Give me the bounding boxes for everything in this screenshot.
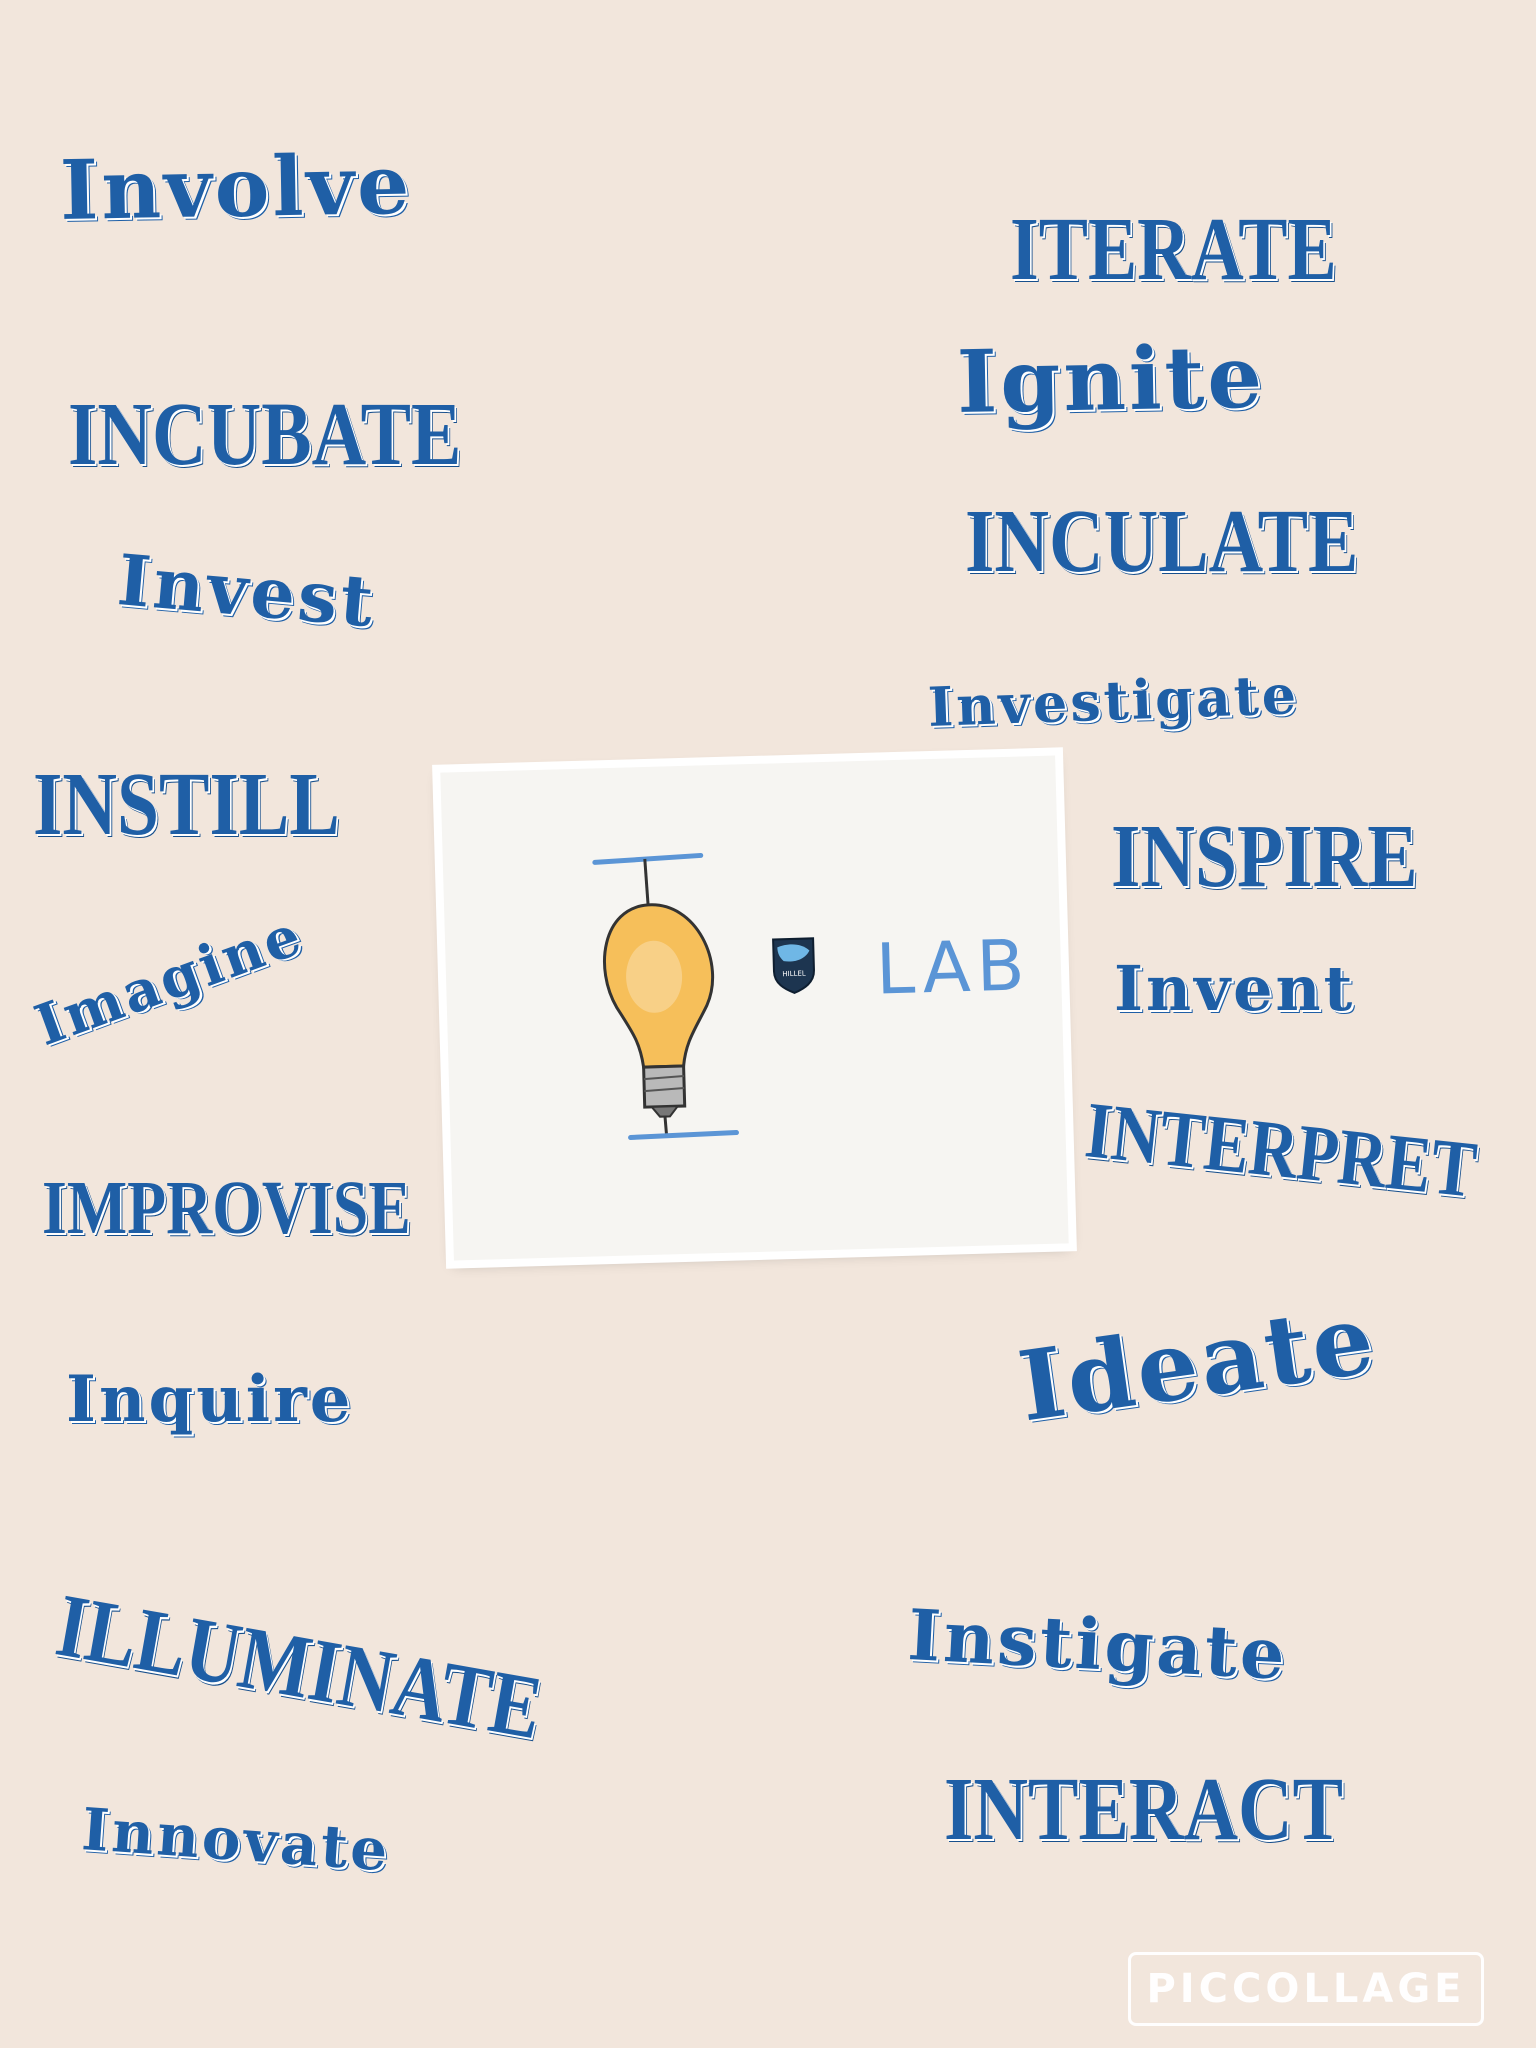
word-innovate: Innovate xyxy=(79,1795,393,1885)
word-ignite: Ignite xyxy=(956,326,1266,433)
word-instigate: Instigate xyxy=(905,1593,1290,1696)
word-inculate: INCULATE xyxy=(965,492,1359,591)
word-improvise: IMPROVISE xyxy=(42,1166,411,1250)
word-imagine: Imagine xyxy=(26,901,312,1060)
word-ideate: Ideate xyxy=(1012,1281,1384,1444)
lightbulb-icon xyxy=(592,852,739,1141)
word-interpret: INTERPRET xyxy=(1081,1086,1481,1215)
word-incubate: INCUBATE xyxy=(68,385,462,484)
badge-text: HILLEL xyxy=(782,970,806,979)
word-inquire: Inquire xyxy=(66,1362,354,1437)
word-iterate: ITERATE xyxy=(1010,200,1337,299)
word-invent: Invent xyxy=(1114,952,1356,1025)
word-inspire: INSPIRE xyxy=(1111,807,1418,906)
logo-card: HILLEL LAB xyxy=(440,755,1069,1261)
word-illuminate: ILLUMINATE xyxy=(49,1575,550,1759)
lab-label: LAB xyxy=(874,924,1032,1011)
word-involve: Involve xyxy=(59,136,414,239)
word-instill: INSTILL xyxy=(33,755,340,854)
word-investigate: Investigate xyxy=(926,662,1301,739)
word-interact: INTERACT xyxy=(944,1760,1344,1859)
word-invest: Invest xyxy=(114,538,380,644)
piccollage-watermark: PICCOLLAGE xyxy=(1128,1952,1484,2026)
hillel-badge-icon: HILLEL xyxy=(772,937,815,994)
